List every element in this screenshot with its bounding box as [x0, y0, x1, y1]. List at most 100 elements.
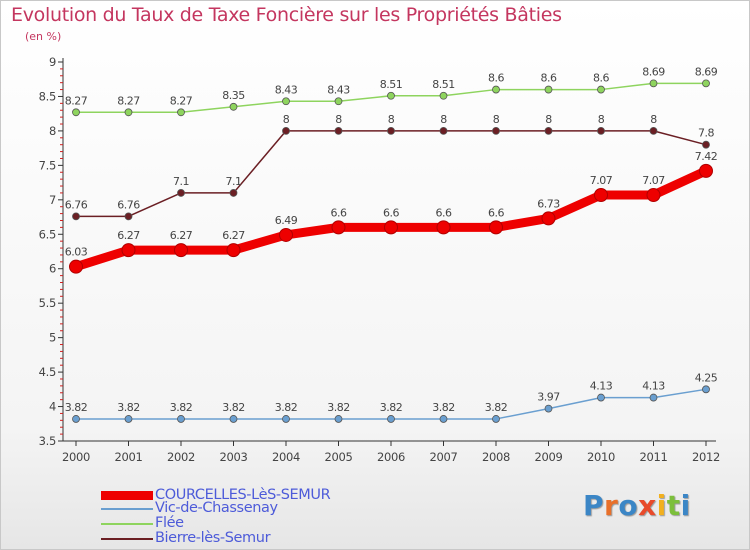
data-label: 8.51 [380, 78, 403, 91]
data-point [597, 127, 605, 135]
data-point [124, 108, 133, 117]
legend-swatch [101, 523, 153, 525]
data-point [334, 97, 343, 106]
proxiti-logo: Proxiti [583, 489, 691, 522]
data-label: 8 [650, 113, 657, 126]
data-point [387, 127, 395, 135]
data-point [597, 393, 605, 402]
data-label: 8 [335, 113, 342, 126]
x-tick-label: 2008 [482, 450, 510, 464]
y-tick-label: 6 [49, 262, 56, 276]
data-point [72, 212, 80, 221]
y-tick-label: 7 [49, 193, 56, 207]
data-point [544, 85, 553, 94]
x-tick-label: 2003 [219, 450, 247, 464]
data-label: 7.42 [695, 150, 718, 163]
data-point [649, 79, 658, 88]
data-point [229, 189, 238, 197]
data-point [649, 127, 658, 135]
data-label: 3.82 [65, 401, 88, 414]
data-label: 8.27 [117, 94, 140, 107]
y-tick-label: 5 [49, 331, 56, 345]
x-tick-label: 2010 [587, 450, 615, 464]
data-point [702, 140, 710, 149]
data-label: 8 [283, 113, 290, 126]
data-point [492, 127, 500, 135]
data-point [72, 415, 80, 423]
y-tick-label: 8 [49, 124, 56, 138]
data-label: 6.6 [383, 206, 399, 219]
data-point [541, 211, 556, 226]
data-label: 6.27 [117, 229, 140, 242]
data-point [436, 220, 451, 235]
data-point [282, 127, 290, 135]
data-label: 3.82 [485, 401, 508, 414]
data-point [121, 243, 136, 258]
data-point [177, 415, 185, 423]
data-label: 8 [440, 113, 447, 126]
data-point [229, 102, 238, 111]
data-label: 3.82 [275, 401, 298, 414]
data-point [492, 415, 500, 423]
data-label: 7.1 [226, 175, 242, 188]
x-tick-label: 2004 [272, 450, 300, 464]
data-point [649, 393, 658, 402]
data-label: 4.13 [642, 380, 665, 393]
x-tick-label: 2009 [534, 450, 562, 464]
x-tick-label: 2005 [324, 450, 352, 464]
data-point [387, 415, 395, 423]
y-tick-label: 8.5 [39, 89, 56, 103]
data-point [282, 97, 290, 106]
data-label: 4.13 [590, 380, 613, 393]
data-label: 6.73 [537, 197, 560, 210]
x-tick-label: 2000 [62, 450, 90, 464]
data-point [226, 243, 241, 258]
data-label: 6.49 [275, 214, 298, 227]
data-point [124, 212, 133, 221]
data-point [702, 79, 710, 88]
data-point [174, 243, 188, 258]
data-label: 8.43 [327, 83, 350, 96]
x-tick-label: 2011 [639, 450, 667, 464]
data-label: 8 [388, 113, 395, 126]
data-label: 8.6 [593, 72, 609, 85]
data-point [439, 127, 448, 135]
data-label: 8 [493, 113, 500, 126]
data-label: 8.27 [65, 94, 88, 107]
data-label: 3.82 [380, 401, 403, 414]
data-point [544, 404, 553, 413]
data-label: 3.82 [222, 401, 245, 414]
legend-swatch [101, 538, 153, 540]
data-point [544, 127, 553, 135]
x-tick-label: 2012 [692, 450, 720, 464]
data-label: 3.82 [170, 401, 193, 414]
y-tick-label: 5.5 [39, 296, 56, 310]
data-label: 6.76 [65, 198, 88, 211]
data-point [334, 127, 343, 135]
legend-label: Vic-de-Chassenay [155, 500, 278, 516]
data-label: 3.82 [117, 401, 140, 414]
data-point [69, 259, 83, 274]
data-label: 6.27 [222, 229, 245, 242]
data-label: 8.27 [170, 94, 193, 107]
x-tick-label: 2006 [377, 450, 405, 464]
data-label: 6.27 [170, 229, 193, 242]
data-point [177, 189, 185, 197]
data-label: 6.6 [488, 206, 504, 219]
data-label: 8.6 [488, 72, 504, 85]
data-point [489, 220, 503, 235]
data-point [699, 163, 713, 178]
data-label: 8.51 [432, 78, 455, 91]
data-label: 8.43 [275, 83, 298, 96]
data-point [439, 415, 448, 423]
y-tick-label: 3.5 [39, 434, 56, 448]
data-label: 7.07 [642, 174, 665, 187]
data-label: 6.6 [331, 206, 347, 219]
data-label: 7.07 [590, 174, 613, 187]
legend-label: COURCELLES-LèS-SEMUR [155, 487, 331, 503]
data-point [594, 187, 608, 202]
data-label: 8 [545, 113, 552, 126]
y-tick-label: 9 [49, 55, 56, 69]
